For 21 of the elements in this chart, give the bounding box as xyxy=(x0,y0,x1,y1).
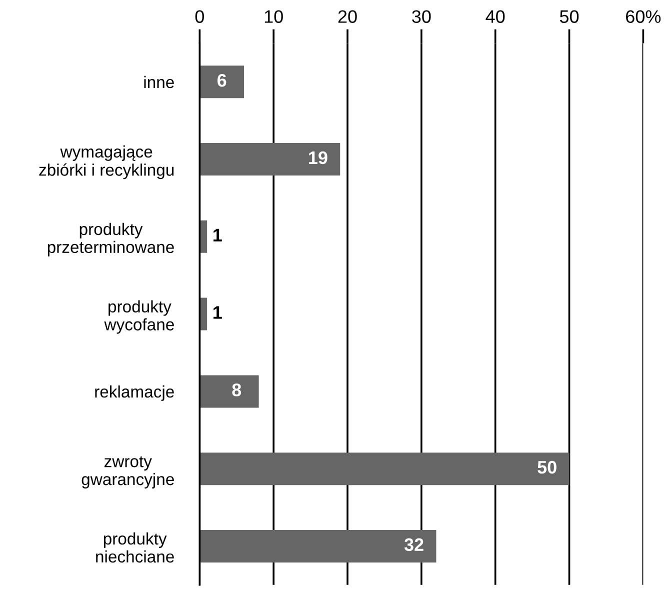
y-tick-label: produkty przeterminowane xyxy=(48,222,174,256)
x-tick-label: 20 xyxy=(338,10,357,23)
x-tick-label: 40 xyxy=(486,10,505,23)
y-tick-label: wymagające zbiórki i recyklingu xyxy=(39,145,174,180)
y-tick-label: produkty niechciane xyxy=(96,532,174,563)
x-tick-label: 0 xyxy=(195,10,204,23)
y-tick-label: reklamacje xyxy=(95,385,174,401)
data-label: 8 xyxy=(232,384,242,396)
data-label: 6 xyxy=(217,74,226,87)
data-label: 1 xyxy=(214,306,222,319)
y-tick-label: zwroty gwarancyjne xyxy=(82,456,174,489)
x-tick-label: 10 xyxy=(264,10,283,23)
x-tick-label: 30 xyxy=(412,10,431,23)
x-tick-label: 50 xyxy=(560,10,579,23)
y-tick-label: produkty wycofane xyxy=(104,300,174,334)
data-label: 32 xyxy=(404,538,424,552)
x-tick-label: 60% xyxy=(626,10,661,23)
data-label: 19 xyxy=(309,151,328,164)
y-tick-label: inne xyxy=(144,76,174,88)
data-label: 50 xyxy=(538,460,556,474)
data-label: 1 xyxy=(214,228,222,242)
